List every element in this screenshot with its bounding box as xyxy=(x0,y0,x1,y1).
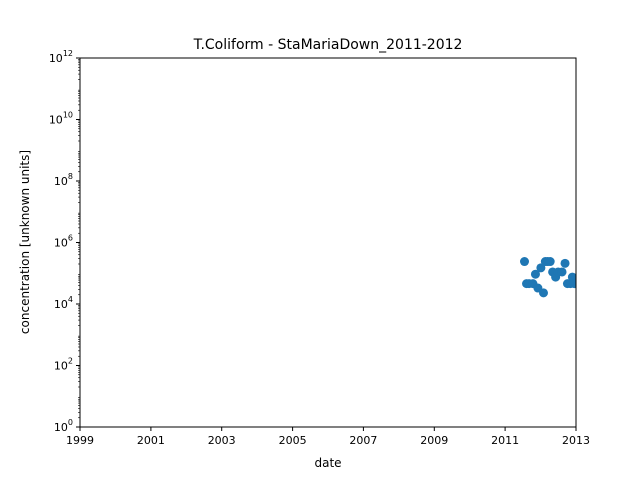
data-points xyxy=(519,257,576,298)
x-tick-label: 2001 xyxy=(137,434,165,447)
data-point xyxy=(536,263,546,273)
y-tick-base: 10 xyxy=(54,298,68,311)
y-tick-exponent: 12 xyxy=(63,49,73,58)
y-tick-base: 10 xyxy=(54,421,68,434)
y-tick-base: 10 xyxy=(54,175,68,188)
data-point xyxy=(539,288,549,298)
y-tick-base: 10 xyxy=(49,114,63,127)
y-tick-exponent: 4 xyxy=(68,295,73,304)
x-tick-label: 2009 xyxy=(420,434,448,447)
y-tick-base: 10 xyxy=(49,52,63,65)
x-tick-label: 2007 xyxy=(349,434,377,447)
y-tick-exponent: 6 xyxy=(68,234,73,243)
x-tick-label: 2003 xyxy=(208,434,236,447)
data-point xyxy=(560,258,570,268)
plot-frame xyxy=(79,57,577,428)
data-point xyxy=(530,269,540,279)
x-axis-ticks: 1999 2001 2003 2005 2007 2009 2011 2013 xyxy=(66,427,590,447)
y-tick-label: 104 xyxy=(54,295,73,311)
y-tick-base: 10 xyxy=(54,237,68,250)
y-axis-label: concentration [unknown units] xyxy=(18,150,32,334)
x-tick-label: 1999 xyxy=(66,434,94,447)
x-tick-label: 2005 xyxy=(279,434,307,447)
y-tick-label: 1012 xyxy=(49,49,73,65)
plot-area xyxy=(80,58,576,427)
y-tick-label: 102 xyxy=(54,357,73,373)
data-point xyxy=(545,257,555,267)
y-tick-exponent: 10 xyxy=(63,111,73,120)
data-point xyxy=(557,267,567,277)
plot-background xyxy=(80,58,576,427)
x-tick-label: 2013 xyxy=(562,434,590,447)
y-tick-label: 1010 xyxy=(49,111,73,127)
x-tick-label: 2011 xyxy=(491,434,519,447)
x-axis-label: date xyxy=(314,456,341,470)
data-point xyxy=(569,279,576,289)
chart-title: T.Coliform - StaMariaDown_2011-2012 xyxy=(193,37,463,53)
y-tick-label: 100 xyxy=(54,418,73,434)
y-tick-exponent: 8 xyxy=(68,172,73,181)
y-tick-exponent: 2 xyxy=(68,357,73,366)
y-tick-label: 106 xyxy=(54,234,73,250)
data-point xyxy=(519,257,529,267)
y-tick-base: 10 xyxy=(54,360,68,373)
y-tick-exponent: 0 xyxy=(68,418,73,427)
y-tick-label: 108 xyxy=(54,172,73,188)
